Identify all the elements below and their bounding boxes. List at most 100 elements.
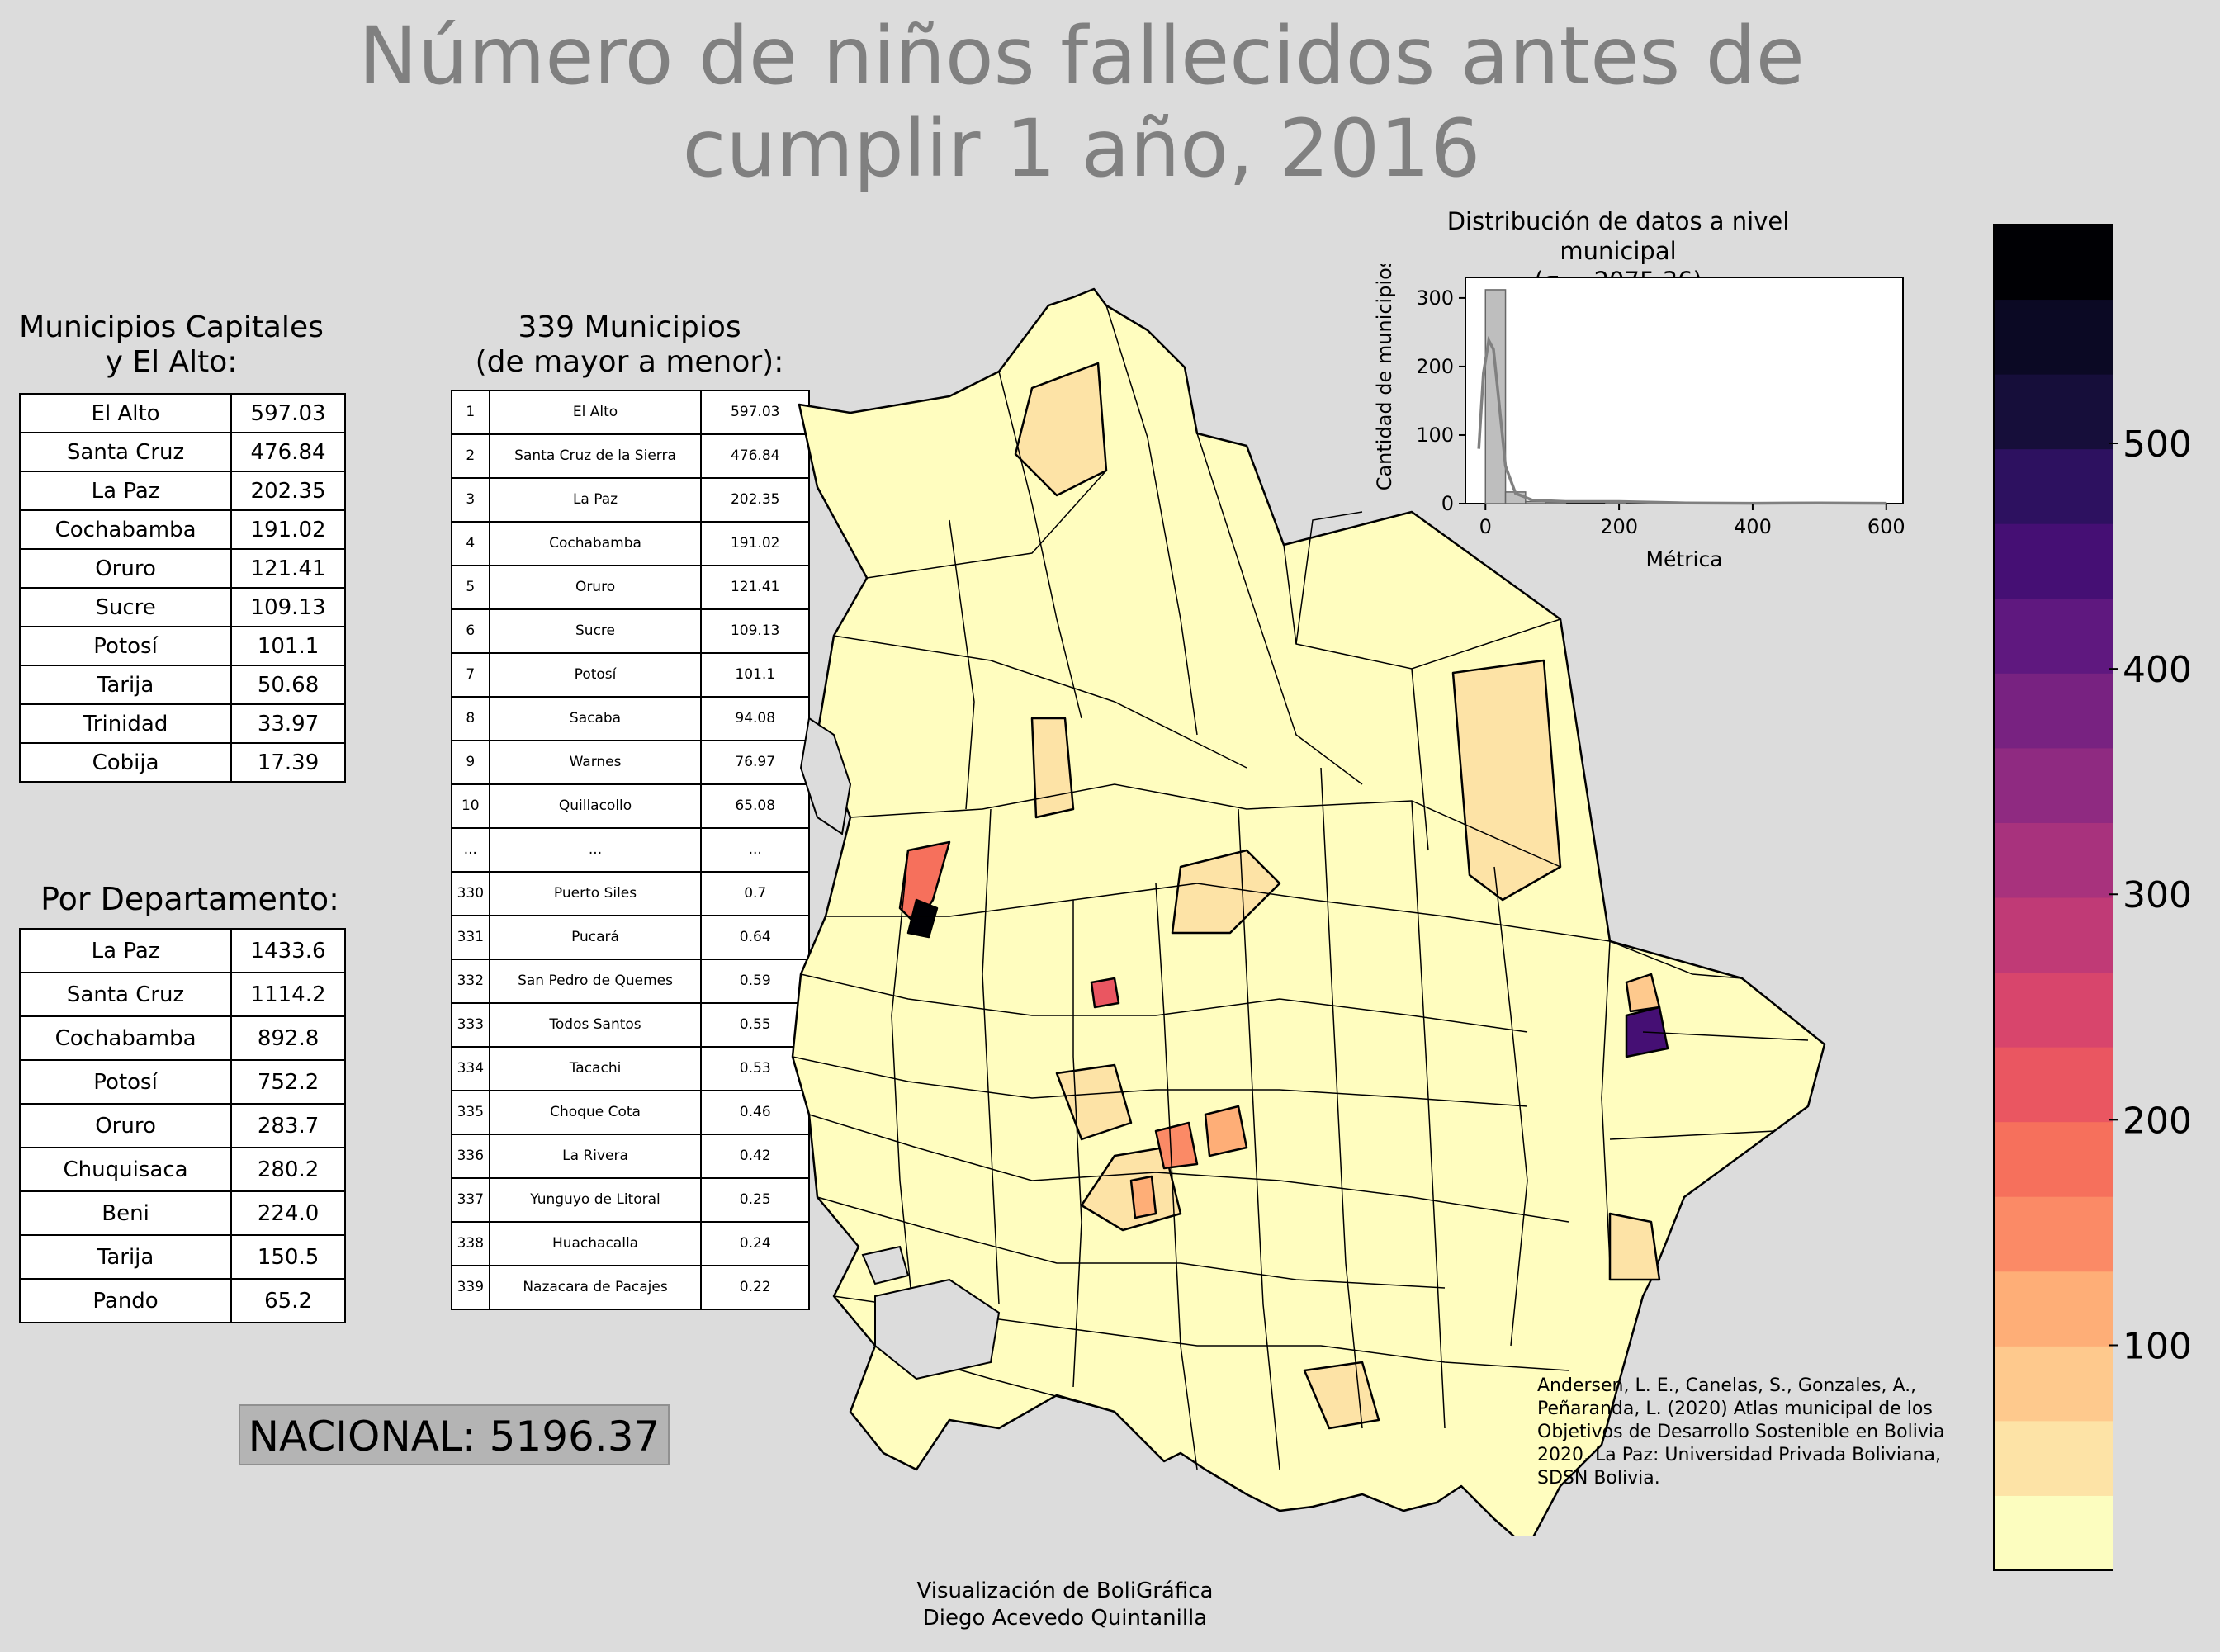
table-cell-rank: 5: [451, 565, 490, 610]
table-cell-value: 1114.2: [230, 972, 346, 1017]
table-cell-value: 0.64: [700, 915, 810, 960]
table-cell-rank: 7: [451, 652, 490, 698]
table-cell-name: Yunguyo de Litoral: [488, 1177, 703, 1223]
colorbar-segment: [1994, 1121, 2113, 1197]
table-cell-value: 224.0: [230, 1190, 346, 1236]
table-cell-rank: 336: [451, 1134, 490, 1179]
table-cell-name: La Paz: [18, 471, 233, 511]
colorbar: [1993, 224, 2113, 1571]
table-cell-rank: ...: [451, 827, 490, 873]
table-cell-value: 191.02: [700, 521, 810, 566]
table-cell-name: Santa Cruz de la Sierra: [488, 433, 703, 479]
table-row: 338 Huachacalla 0.24: [451, 1221, 810, 1266]
table-cell-rank: 4: [451, 521, 490, 566]
table-row: Tarija 150.5: [18, 1234, 346, 1280]
table-cell-name: Pando: [18, 1278, 233, 1323]
table-cell-value: 0.55: [700, 1002, 810, 1048]
table-row: Tarija 50.68: [18, 665, 346, 705]
table-cell-name: El Alto: [488, 390, 703, 435]
table-cell-name: Huachacalla: [488, 1221, 703, 1266]
table-cell-value: 191.02: [230, 509, 346, 550]
table-row: 5 Oruro 121.41: [451, 565, 810, 610]
table-cell-value: 0.7: [700, 871, 810, 916]
table-row: Cochabamba 191.02: [18, 509, 346, 550]
lake-titicaca: [799, 717, 852, 835]
table-cell-rank: 335: [451, 1090, 490, 1135]
map-region-potosi-light: [1055, 1063, 1133, 1141]
table-row: Oruro 121.41: [18, 548, 346, 589]
capitals-title-line-1: Municipios Capitales: [19, 310, 324, 344]
table-row: Beni 224.0: [18, 1190, 346, 1236]
table-row: Pando 65.2: [18, 1278, 346, 1323]
map-region-beni-light: [1030, 717, 1075, 819]
table-row: Santa Cruz 476.84: [18, 432, 346, 472]
table-cell-value: 94.08: [700, 696, 810, 741]
table-cell-name: Tarija: [18, 665, 233, 705]
table-row: Potosí 752.2: [18, 1059, 346, 1105]
table-cell-rank: 10: [451, 783, 490, 829]
table-row: Cochabamba 892.8: [18, 1015, 346, 1061]
map-region-sucre: [1204, 1105, 1248, 1157]
capitals-table: El Alto 597.03 Santa Cruz 476.84 La Paz 202.3…: [18, 393, 346, 783]
table-cell-rank: 332: [451, 959, 490, 1004]
table-cell-name: Oruro: [488, 565, 703, 610]
table-row: 6 Sucre 109.13: [451, 608, 810, 654]
table-cell-name: Oruro: [18, 548, 233, 589]
y-tick-label: 0: [1441, 492, 1454, 515]
table-cell-value: 476.84: [230, 432, 346, 472]
y-tick-label: 200: [1416, 355, 1454, 378]
table-cell-name: Puerto Siles: [488, 871, 703, 916]
map-region-chaco-light: [1608, 1212, 1661, 1281]
table-cell-value: 892.8: [230, 1015, 346, 1061]
table-cell-value: 109.13: [230, 587, 346, 627]
colorbar-tick-label: 300: [2123, 874, 2192, 916]
table-cell-value: 476.84: [700, 433, 810, 479]
table-cell-name: ...: [488, 827, 703, 873]
table-cell-name: Trinidad: [18, 703, 233, 744]
salar-coipasa: [861, 1245, 910, 1285]
colorbar-tick-label: 200: [2123, 1100, 2192, 1142]
table-cell-value: 1433.6: [230, 928, 346, 973]
colorbar-segment: [1994, 448, 2113, 524]
colorbar-segment: [1994, 374, 2113, 450]
map-lakes: [799, 717, 1001, 1380]
colorbar-tick-label: 400: [2123, 649, 2192, 691]
histogram-chart: 0 200 400 600 0 100 200 300 Métrica Cantidad de m…: [1373, 264, 1905, 571]
map-region-oruro: [1154, 1121, 1199, 1170]
table-row: Trinidad 33.97: [18, 703, 346, 744]
capitals-title-line-2: y El Alto:: [105, 345, 238, 379]
table-row: 332 San Pedro de Quemes 0.59: [451, 959, 810, 1004]
colorbar-segment: [1994, 523, 2113, 599]
municipios-title-line-1: 339 Municipios: [518, 310, 741, 344]
table-row: Chuquisaca 280.2: [18, 1147, 346, 1192]
table-cell-value: 65.08: [700, 783, 810, 829]
table-cell-name: Potosí: [488, 652, 703, 698]
map-region-el-alto: [906, 898, 939, 939]
table-cell-value: 76.97: [700, 740, 810, 785]
map-region-pando-light: [1014, 362, 1108, 497]
table-cell-value: 121.41: [700, 565, 810, 610]
colorbar-ticks: 100 200 300 400 500: [2109, 424, 2192, 1367]
table-row: Potosí 101.1: [18, 626, 346, 666]
x-tick-label: 200: [1600, 515, 1638, 538]
table-row: Cobija 17.39: [18, 742, 346, 783]
table-cell-value: 121.41: [230, 548, 346, 589]
table-cell-rank: 331: [451, 915, 490, 960]
table-cell-value: 0.25: [700, 1177, 810, 1223]
table-cell-name: Cochabamba: [18, 1015, 233, 1061]
departments-table: La Paz 1433.6 Santa Cruz 1114.2 Cochabamba 89…: [18, 928, 346, 1323]
table-row: 337 Yunguyo de Litoral 0.25: [451, 1177, 810, 1223]
table-cell-rank: 338: [451, 1221, 490, 1266]
municipios-title: 339 Municipios (de mayor a menor):: [450, 310, 809, 380]
salar-uyuni: [874, 1278, 1001, 1380]
table-cell-rank: 8: [451, 696, 490, 741]
table-cell-value: 65.2: [230, 1278, 346, 1323]
table-row: .........: [451, 827, 810, 873]
map-outline: [791, 287, 1826, 1536]
colorbar-segment: [1994, 1047, 2113, 1123]
table-row: 10 Quillacollo 65.08: [451, 783, 810, 829]
table-row: La Paz 202.35: [18, 471, 346, 511]
y-axis-label: Cantidad de municipios: [1373, 264, 1396, 490]
table-cell-value: 33.97: [230, 703, 346, 744]
capitals-title: Municipios Capitales y El Alto:: [0, 310, 343, 380]
